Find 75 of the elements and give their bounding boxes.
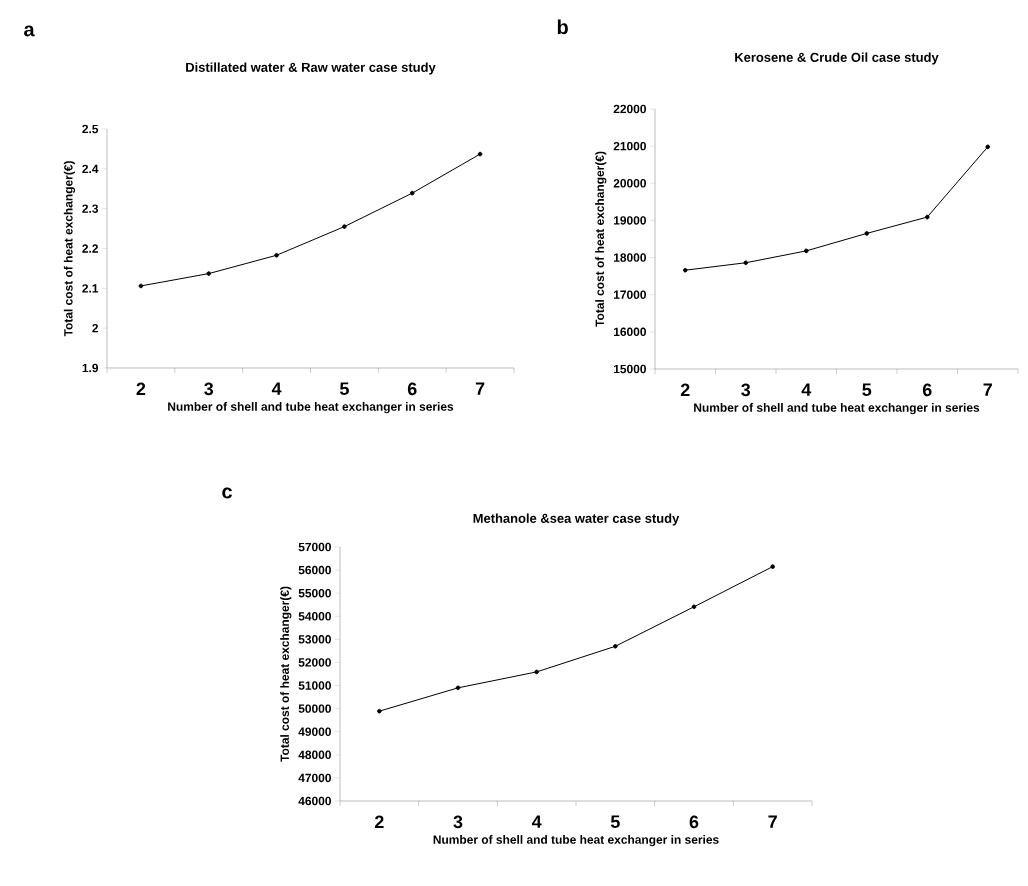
y-tick-label: 19000	[613, 216, 646, 225]
y-tick-label: 20000	[613, 179, 646, 188]
chart-title: Methanole &sea water case study	[473, 513, 680, 526]
point	[206, 271, 212, 276]
x-tick-label: 6	[689, 815, 699, 829]
text: b	[557, 19, 568, 35]
x-tick-label: 4	[531, 815, 542, 828]
x-tick-label: 3	[741, 383, 751, 397]
point	[613, 643, 618, 649]
point	[455, 685, 461, 691]
point	[864, 231, 870, 236]
x-tick-label: 5	[339, 382, 349, 396]
point	[138, 283, 144, 289]
x-tick-label: 6	[922, 383, 932, 397]
x-tick-label: 2	[680, 383, 690, 397]
y-tick-label: 2.5	[82, 124, 99, 134]
x-tick-label: 5	[862, 383, 872, 397]
y-tick-label: 52000	[298, 658, 331, 667]
y-tick-label: 2.2	[82, 244, 98, 253]
point	[682, 267, 688, 273]
x-tick-label: 2	[374, 815, 384, 829]
chart-title: Distillated water & Raw water case study	[186, 62, 436, 75]
y-axis-title: Total cost of heat exchanger(€)	[595, 151, 607, 327]
x-axis-title: Number of shell and tube heat exchanger in series	[694, 403, 980, 415]
y-tick-label: 17000	[613, 290, 646, 299]
x-tick-label: 2	[136, 382, 146, 396]
x-tick-label: 4	[271, 382, 282, 395]
y-tick-label: 51000	[298, 681, 331, 690]
y-tick-label: 48000	[298, 750, 331, 760]
y-tick-label: 55000	[298, 588, 331, 598]
x-tick-label: 4	[801, 383, 812, 396]
y-tick-label: 2.1	[82, 284, 99, 293]
chart-title: Kerosene & Crude Oil case study	[735, 52, 939, 65]
y-tick-label: 2	[92, 323, 98, 333]
x-axis-title: Number of shell and tube heat exchanger in series	[433, 835, 719, 847]
point	[534, 669, 539, 675]
x-tick-label: 3	[204, 382, 214, 396]
point	[477, 151, 483, 157]
point	[274, 252, 279, 258]
y-tick-label: 2.4	[82, 164, 99, 173]
point	[342, 224, 347, 229]
y-tick-label: 47000	[298, 773, 331, 783]
y-tick-label: 46000	[298, 796, 331, 806]
point	[691, 604, 697, 610]
y-tick-label: 56000	[298, 565, 331, 575]
point	[803, 248, 809, 254]
y-tick-label: 16000	[613, 327, 646, 337]
x-tick-label: 5	[610, 815, 620, 829]
y-tick-label: 57000	[298, 542, 331, 552]
x-axis-title: Number of shell and tube heat exchanger in series	[168, 402, 454, 414]
text: a	[24, 25, 35, 37]
point	[770, 564, 775, 569]
x-tick-label: 7	[983, 383, 992, 396]
text: c	[222, 487, 233, 499]
y-tick-label: 54000	[298, 612, 331, 621]
y-tick-label: 22000	[613, 104, 646, 114]
y-axis-title: Total cost of heat exchanger(€)	[280, 586, 292, 762]
y-tick-label: 50000	[298, 704, 331, 713]
y-tick-label: 53000	[298, 635, 331, 644]
y-tick-label: 49000	[298, 727, 331, 736]
y-axis-title: Total cost of heat exchanger(€)	[63, 161, 76, 337]
y-tick-label: 18000	[613, 253, 646, 262]
point	[743, 260, 749, 266]
point	[924, 214, 930, 220]
x-tick-label: 7	[475, 382, 485, 395]
point	[409, 190, 415, 196]
x-tick-label: 6	[407, 382, 417, 396]
y-tick-label: 15000	[613, 364, 646, 374]
point	[985, 144, 991, 150]
x-tick-label: 7	[768, 815, 777, 828]
point	[377, 708, 382, 714]
y-tick-label: 21000	[613, 141, 646, 151]
x-tick-label: 3	[453, 815, 463, 829]
y-tick-label: 2.3	[82, 204, 99, 213]
y-tick-label: 1.9	[82, 363, 99, 373]
